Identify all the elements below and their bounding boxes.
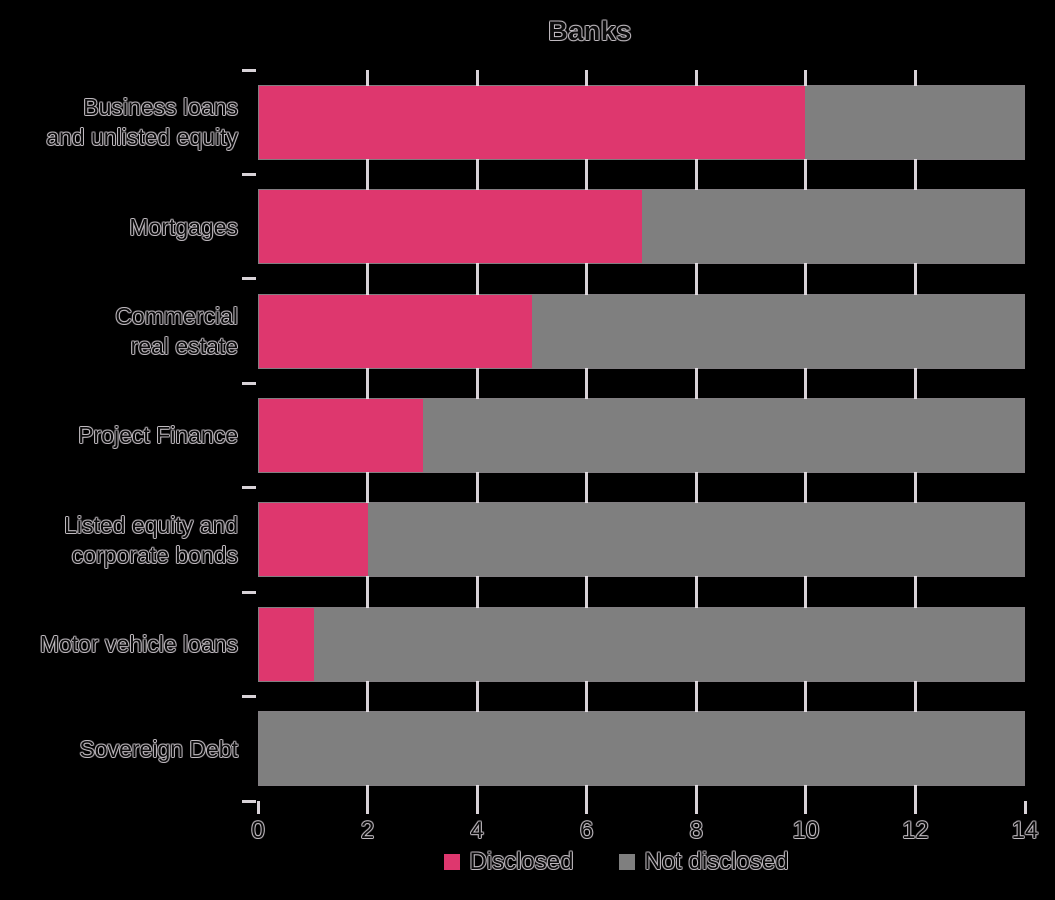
category-label-line: Motor vehicle loans [39,631,238,658]
y-axis-spine [255,70,258,801]
x-tick-label-6: 6 [580,817,594,844]
category-label-line: Project Finance [78,422,238,449]
category-label: Project Finance [0,383,238,487]
legend-swatch-not-disclosed-icon [619,854,636,870]
category-label-line: and unlisted equity [46,124,238,151]
x-axis-tick-12 [913,801,917,814]
x-tick-label-0: 0 [251,817,265,844]
x-tick-label-2: 2 [360,817,375,844]
chart-title: Banks [548,16,632,46]
category-label-line: Mortgages [129,213,238,240]
y-axis-tick [242,799,256,803]
x-axis-tick-14 [1023,801,1027,814]
category-labels: Business loans and unlisted equity Mortgag… [0,70,238,801]
y-axis-tick [242,277,256,281]
x-tick-label-14: 14 [1011,817,1039,844]
bar-segment-not-disclosed [532,294,1024,368]
x-axis-tick-10 [804,801,808,814]
bar-row [258,293,1025,369]
legend-item-not-disclosed: Not disclosed [619,848,789,876]
y-axis-tick [242,486,256,490]
category-label: Commercial real estate [0,279,238,383]
bar-segment-disclosed [259,503,369,577]
x-tick-label-10: 10 [792,817,820,844]
x-axis-tick-8 [694,801,698,814]
bar-segment-disclosed [259,399,423,472]
category-label-line: Listed equity and [64,511,238,538]
category-label: Business loans and unlisted equity [0,70,238,174]
y-axis-tick [242,590,256,594]
category-label-line: Business loans [83,94,238,121]
x-axis-tick-4 [475,801,479,814]
x-axis-tick-2 [366,801,370,814]
category-label: Sovereign Debt [0,697,238,801]
bar-segment-disclosed [259,607,314,681]
x-tick-label-8: 8 [689,817,703,844]
legend-swatch-disclosed-icon [444,854,461,870]
bar-segment-disclosed [259,190,642,264]
bar-row [258,606,1025,682]
x-tick-label-4: 4 [470,817,484,844]
bar-row [258,189,1025,265]
right-axis-spine [1025,70,1028,801]
bar-row [258,84,1025,160]
bar-row [258,398,1025,473]
legend-label-not-disclosed: Not disclosed [644,848,789,875]
y-axis-tick [242,381,256,385]
legend-label-disclosed: Disclosed [469,848,574,875]
y-axis-tick [242,68,256,72]
bar-segment-not-disclosed [805,85,1024,159]
category-label: Motor vehicle loans [0,592,238,696]
bar-segment-not-disclosed [313,607,1024,681]
y-axis-tick [242,695,256,699]
bar-row [258,502,1025,578]
category-label: Mortgages [0,174,238,278]
y-axis-tick [242,172,256,176]
legend-item-disclosed: Disclosed [444,848,573,876]
bar-segment-disclosed [259,294,533,368]
bar-segment-not-disclosed [641,190,1024,264]
category-label-line: Commercial [115,303,238,330]
plot-area: 0 2 4 6 8 10 12 14 [242,68,1038,844]
bar-segment-not-disclosed [259,712,1024,786]
category-label: Listed equity and corporate bonds [0,488,238,592]
bar-segment-disclosed [259,85,806,159]
x-axis-tick-6 [585,801,589,814]
category-label-line: corporate bonds [71,541,238,568]
bar-segment-not-disclosed [422,399,1024,472]
x-axis-tick-0 [256,801,260,814]
x-tick-label-12: 12 [902,817,929,844]
bar-segment-not-disclosed [368,503,1024,577]
bar-row [258,711,1025,787]
legend: Disclosed Not disclosed [233,843,1000,881]
category-label-line: real estate [130,333,238,360]
category-label-line: Sovereign Debt [79,735,238,762]
